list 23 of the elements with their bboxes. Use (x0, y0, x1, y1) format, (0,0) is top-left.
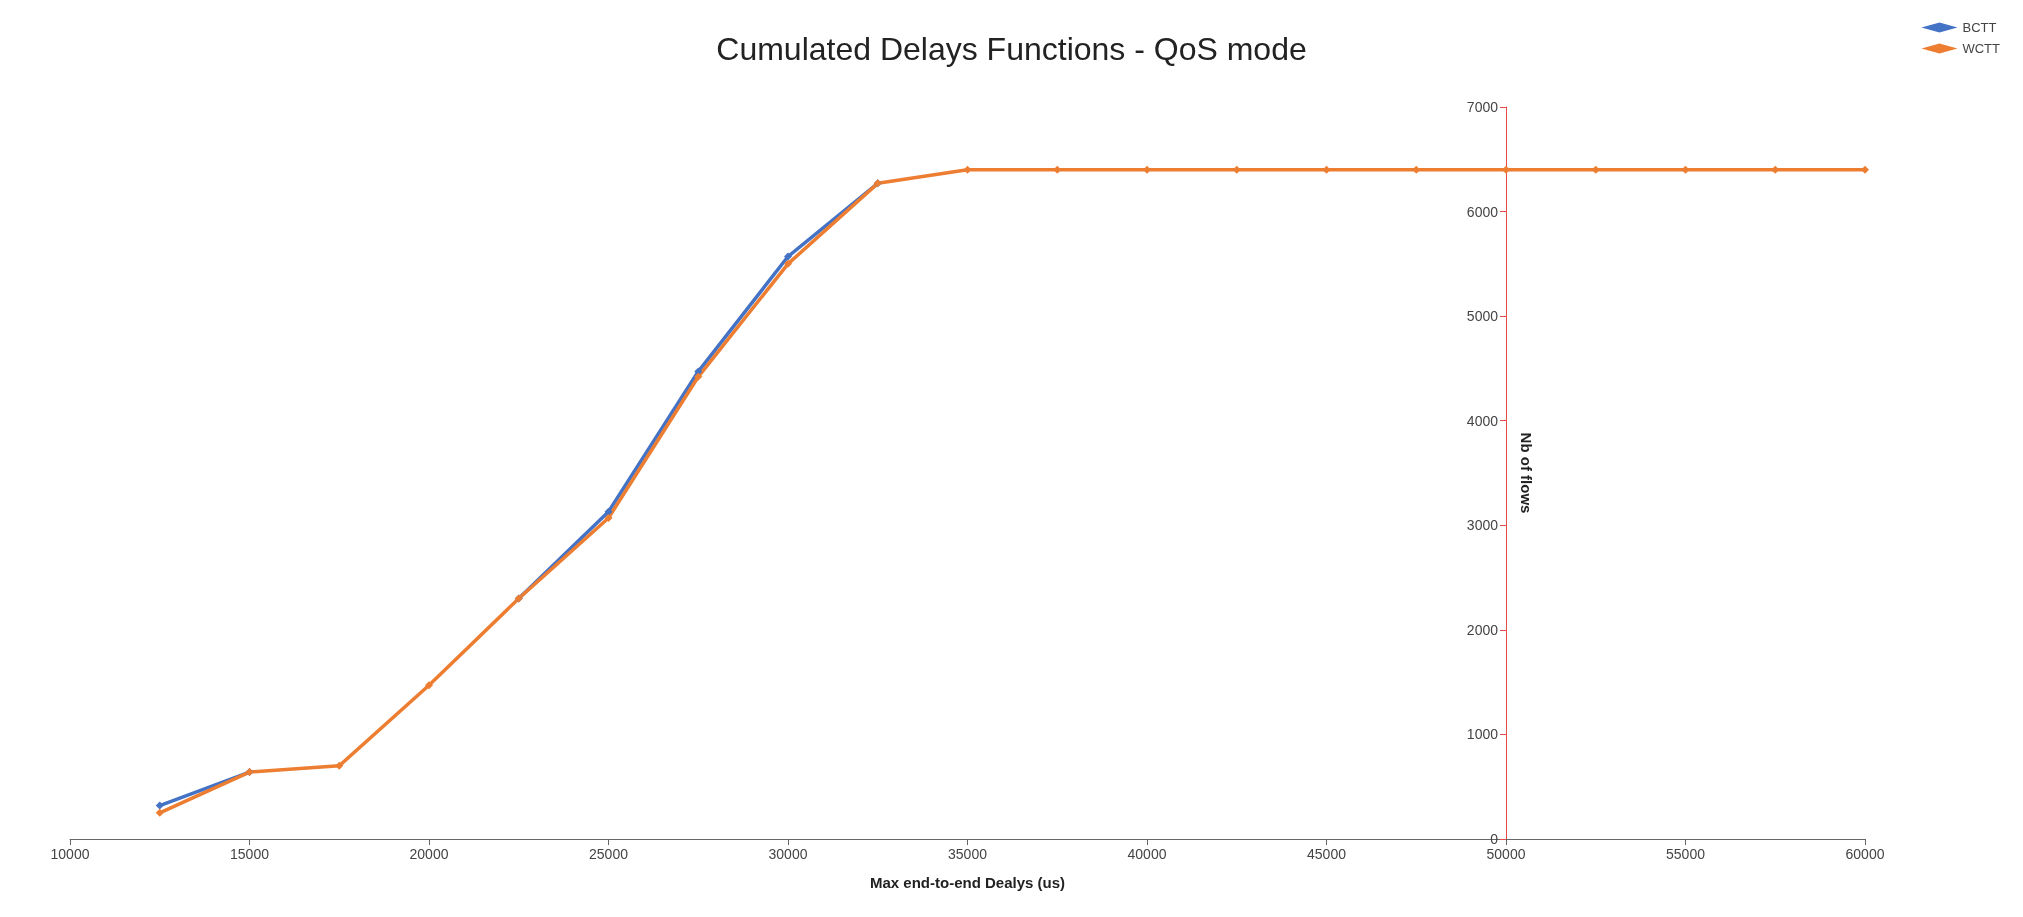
y-tick-label: 2000 (1466, 621, 1499, 638)
y-tick-label: 4000 (1466, 412, 1499, 429)
x-tick-label: 25000 (589, 846, 629, 862)
y-tick-label: 3000 (1466, 517, 1499, 534)
x-tick-label: 35000 (948, 846, 988, 862)
x-tick-label: 50000 (1486, 846, 1526, 862)
legend-label: BCTT (1962, 20, 1997, 35)
legend-label: WCTT (1962, 41, 2001, 56)
y-tick-label: 1000 (1466, 726, 1499, 743)
x-tick-label: 40000 (1127, 846, 1167, 862)
chart-title: Cumulated Delays Functions - QoS mode (716, 31, 1307, 67)
x-tick-label: 45000 (1307, 846, 1347, 862)
x-tick-label: 60000 (1845, 846, 1885, 862)
x-tick-label: 20000 (409, 846, 449, 862)
x-tick-label: 55000 (1666, 846, 1706, 862)
y-tick-label: 6000 (1466, 203, 1499, 220)
x-axis-title: Max end-to-end Dealys (us) (869, 874, 1066, 891)
x-tick-label: 10000 (50, 846, 90, 862)
x-tick-label: 30000 (768, 846, 808, 862)
x-tick-label: 15000 (230, 846, 270, 862)
y-tick-label: 5000 (1466, 308, 1499, 325)
y-tick-label: 7000 (1466, 99, 1499, 115)
y-axis-title: Nb of flows (1518, 432, 1535, 514)
